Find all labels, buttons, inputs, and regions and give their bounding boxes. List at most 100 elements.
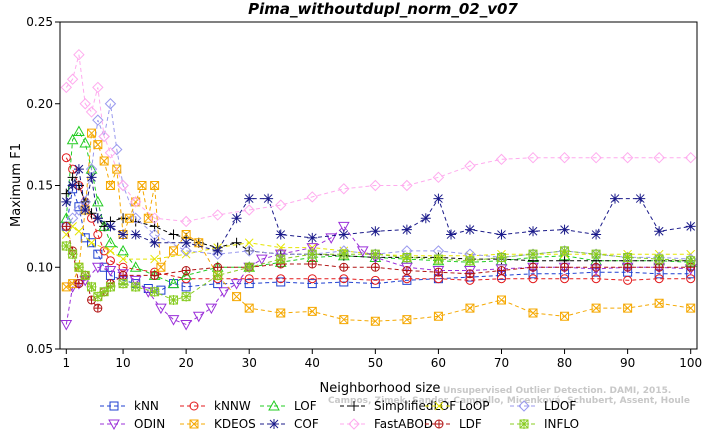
- data-point: [623, 262, 633, 272]
- data-point: [118, 254, 128, 264]
- data-point: [276, 274, 286, 284]
- data-point: [117, 179, 129, 192]
- data-point: [244, 193, 255, 204]
- data-point: [92, 213, 103, 224]
- legend-marker: [519, 419, 529, 429]
- data-point: [98, 130, 110, 143]
- data-point: [622, 252, 633, 263]
- x-tick-label: 50: [368, 356, 383, 370]
- legend-item: COF: [260, 417, 319, 431]
- data-point: [86, 172, 97, 183]
- data-point: [243, 204, 255, 216]
- data-point: [129, 275, 142, 287]
- data-point: [60, 81, 73, 94]
- data-point: [67, 249, 78, 260]
- data-point: [338, 183, 350, 195]
- legend-label: KDEOS: [214, 417, 256, 431]
- data-point: [401, 252, 412, 263]
- data-point: [104, 236, 117, 248]
- data-point: [402, 315, 412, 325]
- data-point: [167, 277, 180, 289]
- data-point: [211, 248, 224, 260]
- data-point: [495, 264, 508, 275]
- data-point: [218, 287, 230, 298]
- x-tick-label: 10: [115, 356, 130, 370]
- data-point: [181, 291, 192, 302]
- data-point: [432, 254, 445, 266]
- x-tick-label: 40: [305, 356, 320, 370]
- data-point: [433, 193, 444, 204]
- data-point: [338, 249, 349, 260]
- series-line: [65, 54, 691, 223]
- data-point: [73, 262, 84, 273]
- y-tick-label: 0.05: [26, 342, 53, 356]
- data-point: [496, 229, 507, 240]
- data-point: [79, 98, 91, 110]
- data-point: [74, 202, 84, 212]
- data-point: [465, 269, 475, 279]
- data-point: [560, 311, 570, 321]
- data-point: [560, 262, 570, 272]
- series-line: [65, 103, 691, 260]
- data-point: [244, 279, 254, 289]
- data-point: [105, 181, 115, 190]
- data-point: [180, 245, 192, 257]
- data-point: [684, 151, 697, 164]
- data-point: [610, 193, 621, 204]
- x-axis-label: Neighborhood size: [320, 381, 441, 396]
- x-tick-label: 70: [494, 356, 509, 370]
- data-point: [124, 213, 134, 223]
- legend-label: FastABOD: [374, 417, 433, 431]
- data-point: [181, 237, 192, 248]
- data-point: [118, 270, 128, 280]
- data-point: [276, 308, 286, 318]
- data-point: [169, 246, 179, 256]
- data-point: [150, 254, 159, 264]
- data-point: [338, 229, 349, 240]
- data-point: [149, 237, 160, 248]
- legend-item: KDEOS: [180, 417, 256, 431]
- data-point: [528, 262, 538, 272]
- data-point: [307, 259, 317, 269]
- data-point: [104, 266, 117, 277]
- data-point: [432, 266, 445, 277]
- plot-frame: [59, 21, 698, 350]
- axes-layer: 1 10 20 30 40 50 60 70 80 90 100 0.05 0.10 0.15 0.20 0.…: [26, 15, 702, 370]
- data-point: [213, 262, 223, 272]
- data-point: [150, 270, 160, 280]
- data-point: [275, 254, 286, 265]
- legend-item: LDOF: [510, 399, 576, 413]
- data-point: [433, 311, 443, 321]
- data-point: [180, 319, 192, 331]
- data-point: [85, 106, 98, 118]
- data-point: [87, 128, 97, 138]
- data-point: [370, 279, 380, 289]
- data-point: [528, 226, 539, 237]
- data-point: [496, 252, 507, 263]
- legend-label: kNN: [134, 399, 159, 413]
- legend-label: SimplifiedLOF: [374, 399, 456, 413]
- data-point: [106, 246, 115, 256]
- data-point: [307, 306, 317, 316]
- data-point: [129, 212, 142, 224]
- data-point: [61, 221, 71, 231]
- x-tick-label: 100: [679, 356, 702, 370]
- data-point: [104, 147, 117, 159]
- data-point: [105, 256, 115, 266]
- series-layer: [60, 48, 697, 331]
- data-point: [621, 151, 634, 164]
- data-point: [68, 279, 78, 289]
- data-point: [420, 213, 431, 224]
- data-point: [212, 270, 223, 281]
- data-point: [401, 179, 413, 192]
- series-line: [65, 167, 691, 252]
- data-point: [61, 240, 72, 251]
- data-point: [155, 303, 167, 315]
- data-point: [156, 262, 166, 272]
- legend-label: ODIN: [134, 417, 165, 431]
- data-point: [370, 262, 380, 272]
- legend-marker: [349, 401, 359, 411]
- data-point: [307, 274, 317, 284]
- x-tick-label: 30: [242, 356, 257, 370]
- legend-label: LOF: [294, 399, 317, 413]
